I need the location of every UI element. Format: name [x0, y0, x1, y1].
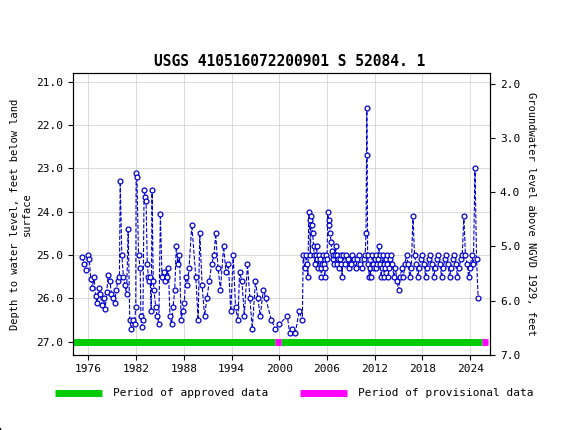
Text: USGS 410516072200901 S 52084. 1: USGS 410516072200901 S 52084. 1 — [154, 54, 426, 69]
Text: Period of provisional data: Period of provisional data — [358, 388, 534, 398]
Y-axis label: Groundwater level above NGVD 1929, feet: Groundwater level above NGVD 1929, feet — [525, 92, 535, 336]
Text: ≡USGS: ≡USGS — [9, 11, 85, 30]
Y-axis label: Depth to water level, feet below land
surface: Depth to water level, feet below land su… — [10, 98, 32, 329]
Text: Period of approved data: Period of approved data — [113, 388, 268, 398]
